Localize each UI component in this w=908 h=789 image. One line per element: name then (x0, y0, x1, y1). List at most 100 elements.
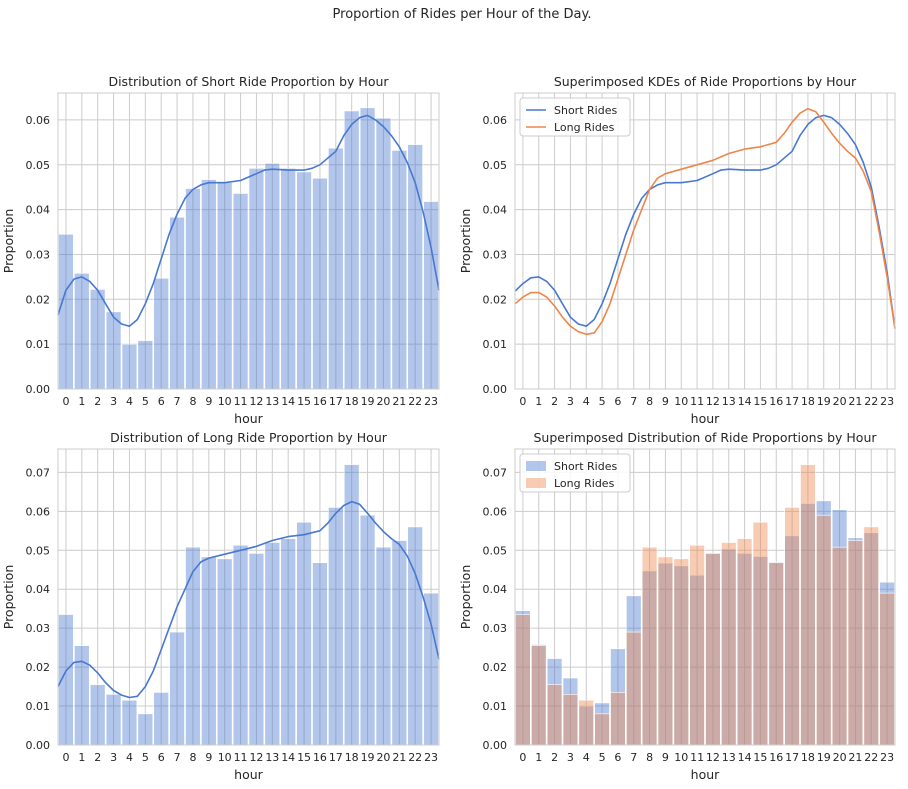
panel-title: Superimposed Distribution of Ride Propor… (533, 430, 877, 445)
x-tick-label: 19 (817, 395, 831, 408)
y-tick-label: 0.05 (483, 544, 508, 557)
x-tick-label: 13 (265, 395, 279, 408)
x-tick-label: 11 (234, 751, 248, 764)
y-tick-label: 0.00 (483, 739, 508, 752)
x-tick-label: 1 (78, 751, 85, 764)
bar-value (121, 699, 138, 746)
x-tick-label: 6 (614, 395, 621, 408)
y-tick-label: 0.01 (26, 700, 51, 713)
y-tick-label: 0.03 (483, 248, 508, 261)
y-tick-label: 0.00 (26, 739, 51, 752)
legend-label-short: Short Rides (554, 460, 617, 473)
y-tick-label: 0.04 (483, 204, 508, 217)
bar-long (673, 558, 689, 746)
plot-frame (57, 92, 440, 390)
legend-label-short: Short Rides (554, 104, 617, 117)
y-tick-label: 0.01 (483, 700, 508, 713)
bar-value (216, 182, 233, 390)
y-tick-label: 0.02 (26, 661, 51, 674)
bar-long (641, 546, 658, 746)
plot-area (58, 93, 439, 389)
plot-area (515, 449, 895, 745)
y-tick-label: 0.05 (26, 544, 51, 557)
plot-frame (514, 448, 896, 746)
x-tick-label: 15 (297, 751, 311, 764)
y-axis-label: Proportion (458, 209, 473, 274)
x-axis-label: hour (691, 767, 720, 782)
bar-value (58, 233, 74, 390)
x-tick-label: 20 (376, 395, 390, 408)
bar-value (169, 631, 185, 746)
bar-long (879, 592, 895, 746)
x-tick-label: 0 (62, 395, 69, 408)
y-tick-label: 0.06 (483, 505, 508, 518)
x-tick-label: 3 (110, 751, 117, 764)
bar-long (705, 553, 721, 746)
bar-value (343, 110, 360, 390)
x-tick-label: 18 (345, 395, 359, 408)
x-tick-label: 17 (329, 751, 343, 764)
x-tick-label: 2 (94, 395, 101, 408)
bar-value (264, 542, 281, 746)
bar-value (137, 340, 154, 390)
legend-label-long: Long Rides (554, 121, 615, 134)
x-tick-label: 21 (848, 751, 862, 764)
x-tick-label: 10 (218, 395, 232, 408)
x-tick-label: 3 (567, 751, 574, 764)
x-tick-label: 1 (535, 751, 542, 764)
x-tick-label: 8 (189, 395, 196, 408)
x-tick-label: 22 (864, 395, 878, 408)
bar-value (359, 514, 376, 746)
y-tick-label: 0.05 (26, 159, 51, 172)
x-tick-label: 14 (281, 395, 295, 408)
bar-long (531, 645, 547, 746)
x-tick-label: 12 (249, 395, 263, 408)
panel-title: Distribution of Long Ride Proportion by … (110, 430, 388, 445)
x-tick-label: 9 (205, 395, 212, 408)
x-tick-label: 11 (234, 395, 248, 408)
bar-long (800, 464, 816, 746)
kde-line (57, 500, 440, 699)
bar-long (847, 540, 864, 746)
bar-long (863, 526, 879, 746)
bar-long (657, 556, 674, 746)
x-tick-label: 18 (801, 395, 815, 408)
x-tick-label: 5 (142, 751, 149, 764)
panel-title: Distribution of Short Ride Proportion by… (108, 74, 389, 89)
bar-value (201, 179, 217, 390)
bar-value (137, 713, 154, 746)
x-tick-label: 8 (189, 751, 196, 764)
bar-value (264, 163, 281, 390)
bar-value (296, 521, 312, 746)
bar-long (736, 538, 753, 746)
bar-value (359, 107, 376, 390)
panel-long_hist: 0 1 2 3 4 5 6 7 8 9 10 11 12 13 14 15 16 17 18 19 20 21 22 230.… (1, 430, 440, 782)
legend-box (519, 453, 631, 493)
x-tick-label: 23 (424, 751, 438, 764)
bar-long (768, 562, 784, 746)
bar-value (343, 464, 360, 746)
x-tick-label: 4 (583, 395, 590, 408)
x-tick-label: 11 (690, 751, 704, 764)
bar-value (89, 289, 106, 390)
x-tick-label: 0 (62, 751, 69, 764)
bar-value (280, 168, 296, 390)
y-tick-label: 0.03 (26, 622, 51, 635)
bar-value (423, 592, 439, 746)
x-tick-label: 5 (142, 395, 149, 408)
x-tick-label: 19 (817, 751, 831, 764)
x-tick-label: 20 (376, 751, 390, 764)
y-tick-label: 0.06 (26, 505, 51, 518)
x-tick-label: 9 (662, 751, 669, 764)
y-tick-label: 0.04 (483, 583, 508, 596)
y-axis-label: Proportion (1, 209, 16, 274)
y-tick-label: 0.06 (26, 114, 51, 127)
bar-value (296, 171, 312, 390)
x-tick-label: 0 (519, 751, 526, 764)
x-tick-label: 7 (630, 751, 637, 764)
y-tick-label: 0.04 (26, 204, 51, 217)
y-tick-label: 0.06 (483, 114, 508, 127)
kde-line-short (514, 114, 896, 329)
bar-long (578, 699, 594, 746)
